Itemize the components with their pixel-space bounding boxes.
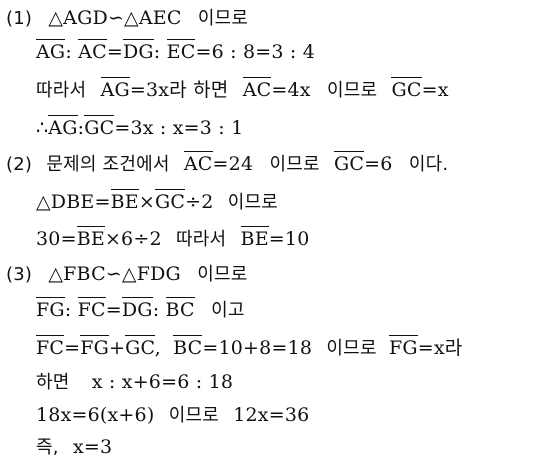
part1-ratio-line: AG: AC=DG: EC=6 : 8=3 : 4 [36,39,316,64]
divide-two: ÷2 [185,191,214,213]
ratio-colon: : [153,41,161,63]
ac-value: =4x [271,79,311,101]
since-word: 이므로 [227,192,279,213]
part1-header: (1) △AGD∽△AEC 이므로 [6,6,248,31]
part2-area-line: △DBE=BE×GC÷2 이므로 [36,189,279,215]
segment-fg: FG [388,335,418,359]
segment-ec: EC [166,39,196,63]
segment-ac: AC [78,39,107,63]
plus-sign: + [109,337,126,359]
and-word: 이고 [211,300,245,321]
part2-end: 이다. [408,154,449,175]
segment-fg: FG [80,335,110,359]
part1-similarity: △AGD∽△AEC [48,7,182,29]
part1-let-line: 따라서 AG=3x라 하면 AC=4x 이므로 GC=x [36,77,449,103]
segment-be: BE [240,226,269,250]
part2-header: (2) 문제의 조건에서 AC=24 이므로 GC=6 이다. [6,151,449,177]
segment-bc: BC [165,297,195,321]
therefore-word: 따라서 [36,80,87,101]
since-word: 이므로 [168,405,219,426]
equals-sign: = [105,299,122,321]
segment-gc: GC [125,335,155,359]
fg-value: =x라 [417,337,463,359]
segment-fg: FG [36,297,65,321]
segment-gc: GC [84,115,115,139]
since-word: 이므로 [269,154,320,175]
segment-gc: GC [154,189,186,213]
part3-suffix: 이므로 [197,264,248,285]
part2-intro: 문제의 조건에서 [46,154,170,175]
part3-similarity: △FBC∽△FDG [48,263,181,285]
ratio-colon: : [65,41,72,63]
gc-value: =x [421,79,449,101]
segment-ac: AC [242,77,272,101]
area-value: 30= [36,228,77,250]
part3-number: (3) [6,264,33,285]
equals-sign: = [64,337,81,359]
comma: , [154,337,161,359]
segment-ag: AG [100,77,130,101]
segment-ac: AC [183,151,213,175]
part3-header: (3) △FBC∽△FDG 이므로 [6,262,247,287]
ratio-colon: : [152,299,160,321]
part1-suffix: 이므로 [197,8,249,29]
gc-value: =6 [364,153,393,175]
part3-ratio-line: FG: FC=DG: BC 이고 [36,297,245,323]
part3-sum-line: FC=FG+GC, BC=10+8=18 이므로 FG=x라 [36,335,463,361]
thus-word: 즉, [36,437,59,458]
part1-number: (1) [6,8,33,29]
segment-fc: FC [36,335,65,359]
part2-number: (2) [6,154,33,175]
segment-gc: GC [334,151,365,175]
ratio-colon: : [64,299,72,321]
equation-two: 12x=36 [233,404,310,426]
area-dbe: △DBE= [36,191,111,213]
therefore-symbol: ∴ [36,117,49,139]
part3-answer-line: 즉, x=3 [36,435,112,460]
part3-prop-line: 하면 x : x+6=6 : 18 [36,370,233,395]
segment-dg: DG [122,39,154,63]
segment-fc: FC [77,297,106,321]
segment-be: BE [110,189,139,213]
equation-one: 18x=6(x+6) [36,404,155,426]
if-word: 하면 [36,372,70,393]
segment-be: BE [76,226,105,250]
since-word: 이므로 [326,80,378,101]
segment-ag: AG [36,39,66,63]
proportion-expression: x : x+6=6 : 18 [91,371,234,393]
ratio-value: =6 : 8=3 : 4 [195,41,316,63]
equals-sign: = [106,41,123,63]
ag-value: =3x라 하면 [129,79,229,101]
therefore-word: 따라서 [176,229,227,250]
times-sign: × [138,191,155,213]
segment-gc: GC [391,77,422,101]
be-value: =10 [268,228,310,250]
segment-bc: BC [173,335,203,359]
part1-therefore-line: ∴AG:GC=3x : x=3 : 1 [36,115,244,140]
part2-calc-line: 30=BE×6÷2 따라서 BE=10 [36,226,310,252]
calc-expression: ×6÷2 [104,228,162,250]
ratio-colon: : [77,117,85,139]
since-word: 이므로 [326,338,377,359]
segment-ag: AG [48,115,78,139]
ratio-result: =3x : x=3 : 1 [114,117,244,139]
part3-solve-line: 18x=6(x+6) 이므로 12x=36 [36,403,309,428]
ac-value: =24 [212,153,254,175]
bc-value: =10+8=18 [202,337,313,359]
segment-dg: DG [121,297,153,321]
answer-value: x=3 [72,436,113,458]
